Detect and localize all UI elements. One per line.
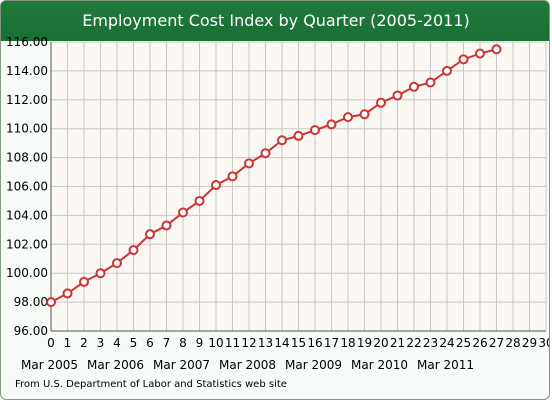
- data-point: [277, 135, 287, 146]
- data-point: [310, 125, 320, 136]
- data-point: [161, 220, 172, 231]
- x-tick-label: 23: [423, 336, 438, 350]
- data-point: [178, 207, 188, 218]
- data-point: [260, 148, 271, 159]
- x-tick-label: 10: [208, 336, 223, 350]
- data-point: [95, 268, 106, 279]
- x-tick-label: 14: [274, 336, 289, 350]
- series-line: [50, 48, 497, 303]
- y-tick-label: 108.00: [6, 151, 48, 165]
- x-tick-label: 18: [340, 336, 355, 350]
- data-point: [211, 180, 221, 191]
- x-tick-label: 19: [357, 336, 372, 350]
- data-point: [458, 54, 469, 65]
- x-tick-label: 29: [522, 336, 537, 350]
- y-tick-label: 96.00: [14, 324, 48, 338]
- x-date-label: Mar 2009: [285, 358, 342, 372]
- x-tick-label: 2: [80, 336, 88, 350]
- y-tick-label: 98.00: [14, 295, 48, 309]
- data-point: [376, 97, 386, 108]
- x-tick-label: 15: [291, 336, 306, 350]
- x-tick-label: 21: [390, 336, 405, 350]
- x-tick-label: 8: [179, 336, 187, 350]
- x-date-label: Mar 2005: [21, 358, 78, 372]
- data-point: [359, 109, 370, 120]
- x-tick-label: 13: [258, 336, 273, 350]
- x-tick-label: 24: [439, 336, 454, 350]
- x-tick-label: 3: [97, 336, 105, 350]
- y-tick-label: 100.00: [6, 266, 48, 280]
- y-tick-label: 102.00: [6, 237, 48, 251]
- x-tick-label: 22: [406, 336, 421, 350]
- data-point: [425, 77, 436, 88]
- x-tick-label: 28: [505, 336, 520, 350]
- data-point: [46, 297, 56, 308]
- x-tick-label: 11: [225, 336, 240, 350]
- y-tick-label: 116.00: [6, 35, 48, 49]
- data-point: [343, 112, 353, 123]
- x-tick-label: 12: [241, 336, 256, 350]
- data-point: [293, 130, 304, 141]
- x-tick-label: 4: [113, 336, 121, 350]
- data-point: [442, 65, 452, 76]
- x-tick-label: 9: [196, 336, 204, 350]
- x-tick-label: 30: [538, 336, 550, 350]
- y-tick-label: 110.00: [6, 122, 48, 136]
- data-point: [128, 245, 139, 256]
- data-point: [112, 258, 122, 269]
- x-tick-label: 0: [47, 336, 55, 350]
- x-tick-label: 16: [307, 336, 322, 350]
- data-point: [475, 48, 485, 59]
- x-tick-label: 25: [456, 336, 471, 350]
- y-tick-label: 112.00: [6, 93, 48, 107]
- x-tick-label: 6: [146, 336, 154, 350]
- data-point: [62, 288, 73, 299]
- x-tick-label: 7: [163, 336, 171, 350]
- x-date-label: Mar 2010: [351, 358, 408, 372]
- x-tick-label: 27: [489, 336, 504, 350]
- data-point: [244, 158, 254, 169]
- x-date-label: Mar 2011: [417, 358, 474, 372]
- data-point: [227, 171, 238, 182]
- data-point: [491, 44, 502, 55]
- x-tick-label: 5: [130, 336, 138, 350]
- data-point: [79, 276, 89, 287]
- data-point: [194, 195, 205, 206]
- x-tick-label: 26: [472, 336, 487, 350]
- x-tick-label: 17: [324, 336, 339, 350]
- chart-title: Employment Cost Index by Quarter (2005-2…: [82, 11, 470, 30]
- x-date-label: Mar 2006: [87, 358, 144, 372]
- x-date-label: Mar 2007: [153, 358, 210, 372]
- y-tick-label: 114.00: [6, 64, 48, 78]
- x-tick-label: 20: [373, 336, 388, 350]
- data-point: [392, 90, 403, 101]
- source-note: From U.S. Department of Labor and Statis…: [15, 379, 287, 390]
- y-tick-label: 104.00: [6, 208, 48, 222]
- data-point: [326, 119, 337, 130]
- x-date-label: Mar 2008: [219, 358, 276, 372]
- data-point: [145, 229, 155, 240]
- data-point: [409, 81, 419, 92]
- x-tick-label: 1: [64, 336, 72, 350]
- y-tick-label: 106.00: [6, 180, 48, 194]
